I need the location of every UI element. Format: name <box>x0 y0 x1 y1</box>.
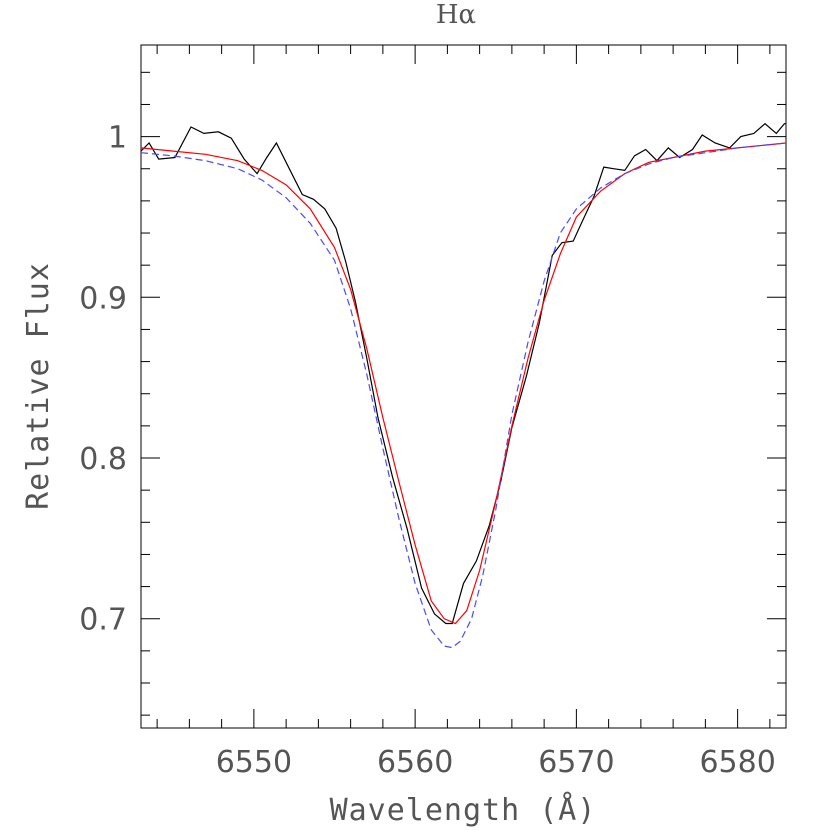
series-layer <box>141 122 786 649</box>
x-tick-label: 6560 <box>377 745 453 780</box>
series-line-3 <box>141 142 786 649</box>
y-tick-label: 0.8 <box>79 442 127 477</box>
series-line-1 <box>141 122 786 625</box>
plot-frame <box>140 44 787 729</box>
x-tick-label: 6550 <box>216 745 292 780</box>
series-line-2 <box>141 142 786 625</box>
chart-title: Hα <box>436 0 476 30</box>
x-tick-label: 6570 <box>538 745 614 780</box>
y-tick-label: 0.7 <box>79 603 127 638</box>
y-tick-label: 0.9 <box>79 281 127 316</box>
y-axis-label: Relative Flux <box>21 262 56 510</box>
y-tick-label: 1 <box>108 121 127 156</box>
tick-labels: 6550 6560 6570 6580 0.7 0.8 0.9 1 <box>79 121 776 780</box>
plot-border <box>140 44 787 729</box>
x-axis-label: Wavelength (Å) <box>330 792 597 828</box>
axis-ticks <box>141 45 786 728</box>
x-tick-label: 6580 <box>699 745 775 780</box>
